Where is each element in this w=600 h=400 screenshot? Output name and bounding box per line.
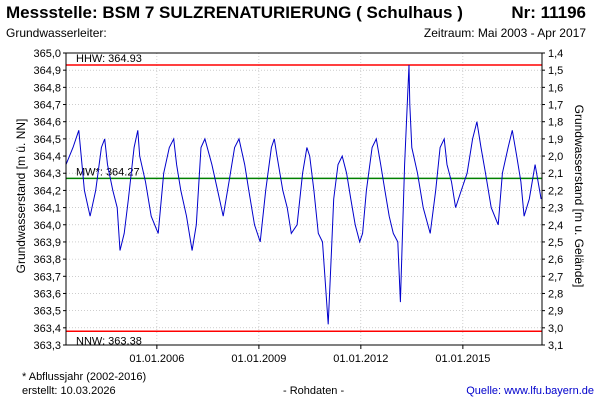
footnote: * Abflussjahr (2002-2016) <box>22 371 147 383</box>
x-tick-labels: 01.01.2006 01.01.2009 01.01.2012 01.01.2015 <box>129 353 490 365</box>
x-tick-label: 01.01.2012 <box>333 353 388 365</box>
y-tick-label-left: 364,4 <box>33 151 61 163</box>
y-tick-label-left: 364,5 <box>33 134 61 146</box>
y-tick-label-left: 363,9 <box>33 237 61 249</box>
y-tick-label-right: 3,1 <box>548 340 563 352</box>
x-tick-label: 01.01.2009 <box>231 353 286 365</box>
y-tick-label-left: 364,1 <box>33 203 61 215</box>
y-tick-label-right: 1,6 <box>548 82 563 94</box>
y-tick-label-right: 2,6 <box>548 254 563 266</box>
y-tick-label-left: 364,0 <box>33 220 61 232</box>
y-tick-label-left: 364,2 <box>33 185 61 197</box>
y-tick-label-right: 1,7 <box>548 100 563 112</box>
y-tick-label-right: 2,3 <box>548 203 563 215</box>
y-tick-label-right: 2,7 <box>548 271 563 283</box>
y-tick-label-left: 363,6 <box>33 288 61 300</box>
y-tick-label-right: 2,1 <box>548 168 563 180</box>
y-tick-label-right: 1,9 <box>548 134 563 146</box>
period-label: Zeitraum: Mai 2003 - Apr 2017 <box>423 26 586 40</box>
y-tick-label-right: 2,8 <box>548 288 563 300</box>
y-tick-label-right: 1,8 <box>548 117 563 129</box>
y-tick-label-left: 364,3 <box>33 168 61 180</box>
y-tick-labels-left: 365,0 364,9 364,8 364,7 364,6 364,5 364,4 364,3… <box>33 48 61 352</box>
reference-line-label: HHW: 364.93 <box>76 53 142 65</box>
y-tick-label-left: 363,3 <box>33 340 61 352</box>
y-tick-label-left: 363,4 <box>33 323 61 335</box>
y-tick-label-left: 364,6 <box>33 117 61 129</box>
y-tick-label-right: 1,5 <box>548 65 563 77</box>
aquifer-label: Grundwasserleiter: <box>6 26 107 40</box>
page-title: Messstelle: BSM 7 SULZRENATURIERUNG ( Sc… <box>6 3 463 22</box>
y-tick-label-right: 3,0 <box>548 323 563 335</box>
x-tick-label: 01.01.2006 <box>129 353 184 365</box>
y-tick-label-right: 2,4 <box>548 220 563 232</box>
grid-lines <box>63 52 545 349</box>
y-tick-label-left: 364,9 <box>33 65 61 77</box>
y-tick-label-left: 363,8 <box>33 254 61 266</box>
y-tick-label-right: 2,2 <box>548 185 563 197</box>
series-line-groundwater <box>65 64 542 325</box>
y-tick-label-right: 2,5 <box>548 237 563 249</box>
y-axis-label-left: Grundwasserstand [m ü. NN] <box>14 118 28 274</box>
y-tick-labels-right: 1,4 1,5 1,6 1,7 1,8 1,9 2,0 2,1 2,2 2,3 2,4 2,5 2,6 2… <box>548 48 563 352</box>
y-tick-label-left: 363,7 <box>33 271 61 283</box>
y-tick-label-left: 363,5 <box>33 306 61 318</box>
y-tick-label-right: 2,0 <box>548 151 563 163</box>
reference-line-label: MW*: 364.27 <box>76 166 140 178</box>
reference-line-label: NNW: 363.38 <box>76 335 142 347</box>
y-axis-label-right: Grundwasserstand [m u. Gelände] <box>572 104 586 288</box>
reference-lines: HHW: 364.93 MW*: 364.27 NNW: 363.38 <box>66 53 542 347</box>
station-number: Nr: 11196 <box>511 3 586 22</box>
y-tick-label-left: 364,7 <box>33 100 61 112</box>
y-tick-label-left: 364,8 <box>33 82 61 94</box>
plot-frame <box>65 52 543 346</box>
y-tick-label-right: 2,9 <box>548 306 563 318</box>
source-link[interactable]: Quelle: www.lfu.bayern.de <box>466 385 594 397</box>
y-tick-label-left: 365,0 <box>33 48 61 60</box>
rawdata-note: - Rohdaten - <box>283 385 345 397</box>
created-date: erstellt: 10.03.2026 <box>22 385 116 397</box>
x-tick-label: 01.01.2015 <box>435 353 490 365</box>
y-tick-label-right: 1,4 <box>548 48 563 60</box>
